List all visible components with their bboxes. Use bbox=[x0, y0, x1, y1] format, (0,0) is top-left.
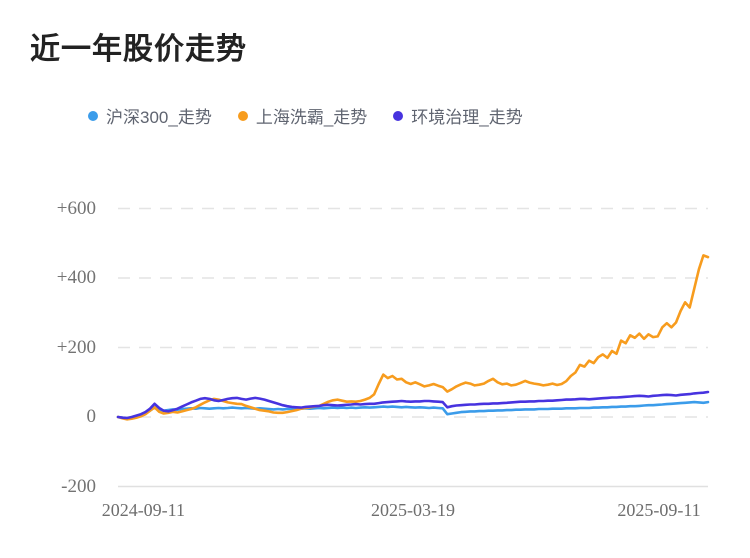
legend-dot-icon bbox=[88, 110, 98, 121]
page-title: 近一年股价走势 bbox=[30, 33, 247, 66]
chart-legend: 沪深300_走势 上海洗霸_走势 环境治理_走势 bbox=[88, 103, 523, 128]
y-axis-tick-label: -200 bbox=[61, 475, 96, 497]
y-axis-tick-label: 0 bbox=[86, 406, 97, 427]
series-line-0[interactable] bbox=[116, 400, 710, 420]
legend-item-csi300[interactable]: 沪深300_走势 bbox=[88, 103, 212, 128]
x-axis-tick-label: 2025-09-11 bbox=[617, 500, 701, 520]
legend-item-label: 上海洗霸_走势 bbox=[255, 108, 368, 127]
series-line-1[interactable] bbox=[116, 254, 710, 421]
series-line-2[interactable] bbox=[116, 390, 710, 420]
y-axis-tick-label: +400 bbox=[56, 267, 96, 288]
legend-item-label: 沪深300_走势 bbox=[106, 108, 212, 127]
legend-item-environment[interactable]: 环境治理_走势 bbox=[393, 103, 523, 128]
legend-dot-icon bbox=[237, 110, 248, 121]
y-axis-tick-label: +200 bbox=[56, 336, 96, 358]
legend-item-label: 环境治理_走势 bbox=[411, 108, 523, 127]
x-axis-tick-label: 2025-03-19 bbox=[371, 500, 455, 520]
legend-item-shanghai-xiba[interactable]: 上海洗霸_走势 bbox=[237, 103, 368, 128]
x-axis-tick-label: 2024-09-11 bbox=[101, 500, 186, 520]
legend-dot-icon bbox=[393, 110, 404, 121]
y-axis-tick-label: +600 bbox=[56, 197, 96, 219]
